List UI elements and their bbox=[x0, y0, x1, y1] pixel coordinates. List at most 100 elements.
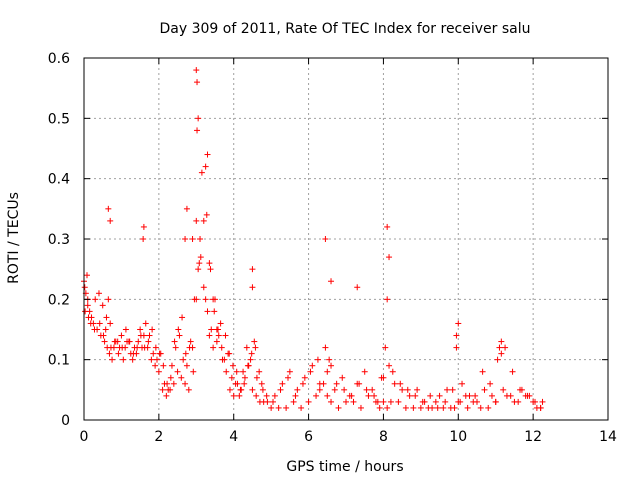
chart-title: Day 309 of 2011, Rate Of TEC Index for r… bbox=[159, 21, 530, 37]
data-point bbox=[180, 356, 187, 363]
data-point bbox=[200, 217, 207, 224]
data-point bbox=[91, 326, 98, 333]
data-point bbox=[226, 350, 233, 357]
data-point bbox=[171, 338, 178, 345]
y-axis-label: ROTI / TECUs bbox=[6, 192, 22, 284]
data-point bbox=[95, 290, 102, 297]
data-point bbox=[474, 398, 480, 405]
y-axis-ticks: 0 0.1 0.2 0.3 0.4 0.5 0.6 bbox=[48, 51, 608, 429]
data-point bbox=[248, 350, 255, 357]
data-point bbox=[324, 392, 331, 399]
data-point bbox=[271, 392, 278, 399]
data-point bbox=[286, 368, 293, 375]
data-point bbox=[174, 368, 181, 375]
data-point bbox=[395, 398, 402, 405]
data-point bbox=[211, 308, 218, 315]
data-point bbox=[120, 356, 127, 363]
data-point bbox=[102, 326, 109, 333]
data-point bbox=[363, 386, 370, 393]
data-point bbox=[386, 254, 393, 261]
data-point bbox=[107, 217, 114, 224]
data-point bbox=[494, 356, 501, 363]
data-point bbox=[322, 344, 329, 351]
data-point bbox=[341, 386, 348, 393]
data-point bbox=[150, 350, 157, 357]
data-point bbox=[264, 398, 271, 405]
data-point bbox=[247, 356, 254, 363]
y-tick-label: 0.3 bbox=[48, 232, 70, 248]
data-point bbox=[307, 368, 314, 375]
data-point bbox=[176, 332, 183, 339]
data-point bbox=[524, 392, 531, 399]
data-point bbox=[532, 398, 539, 405]
data-point bbox=[197, 236, 204, 242]
data-point bbox=[183, 362, 190, 369]
y-tick-label: 0 bbox=[61, 413, 70, 429]
data-point bbox=[193, 67, 200, 74]
data-point bbox=[118, 332, 125, 339]
data-point bbox=[417, 404, 424, 411]
data-point bbox=[99, 302, 106, 309]
data-point bbox=[309, 362, 316, 369]
data-point bbox=[314, 356, 321, 363]
data-point bbox=[152, 344, 159, 351]
data-point bbox=[322, 236, 329, 242]
data-point bbox=[500, 386, 507, 393]
data-point bbox=[223, 368, 230, 375]
data-point bbox=[186, 344, 193, 351]
x-tick-label: 2 bbox=[154, 429, 163, 445]
data-point bbox=[316, 380, 323, 387]
data-point bbox=[477, 404, 484, 411]
data-point bbox=[190, 368, 197, 375]
data-point bbox=[101, 338, 108, 345]
data-point bbox=[107, 320, 114, 327]
data-point bbox=[371, 392, 378, 399]
data-point bbox=[331, 386, 338, 393]
data-point bbox=[436, 392, 443, 399]
data-point bbox=[356, 380, 363, 387]
x-tick-label: 8 bbox=[379, 429, 388, 445]
data-point bbox=[141, 344, 148, 351]
data-point bbox=[92, 296, 99, 303]
data-point bbox=[210, 296, 217, 303]
data-point bbox=[299, 380, 306, 387]
data-point bbox=[301, 374, 308, 381]
data-point bbox=[115, 350, 122, 357]
data-point bbox=[270, 398, 277, 405]
data-point bbox=[191, 296, 198, 303]
data-point bbox=[204, 308, 211, 315]
data-point bbox=[146, 332, 153, 339]
data-point bbox=[459, 380, 466, 387]
data-point bbox=[167, 374, 174, 381]
data-point bbox=[382, 344, 389, 351]
x-tick-label: 4 bbox=[229, 429, 238, 445]
data-point bbox=[105, 296, 112, 303]
data-point bbox=[85, 314, 92, 321]
data-point bbox=[449, 386, 456, 393]
data-point bbox=[204, 151, 211, 158]
data-point bbox=[410, 404, 417, 411]
data-point bbox=[386, 362, 393, 369]
data-point bbox=[402, 404, 409, 411]
data-point bbox=[283, 404, 290, 411]
data-point bbox=[384, 296, 391, 303]
data-point bbox=[313, 392, 320, 399]
data-point bbox=[237, 386, 244, 393]
data-point bbox=[119, 344, 126, 351]
data-point bbox=[165, 386, 172, 393]
data-points bbox=[81, 67, 546, 411]
data-point bbox=[432, 398, 439, 405]
data-point bbox=[256, 368, 263, 375]
data-point bbox=[537, 404, 544, 411]
data-point bbox=[328, 362, 335, 369]
data-point bbox=[419, 398, 426, 405]
data-point bbox=[217, 320, 224, 327]
data-point bbox=[210, 344, 217, 351]
data-point bbox=[208, 326, 215, 333]
data-point bbox=[290, 398, 297, 405]
data-point bbox=[249, 266, 256, 273]
data-point bbox=[472, 392, 479, 399]
data-point bbox=[182, 236, 189, 242]
data-point bbox=[206, 332, 213, 339]
